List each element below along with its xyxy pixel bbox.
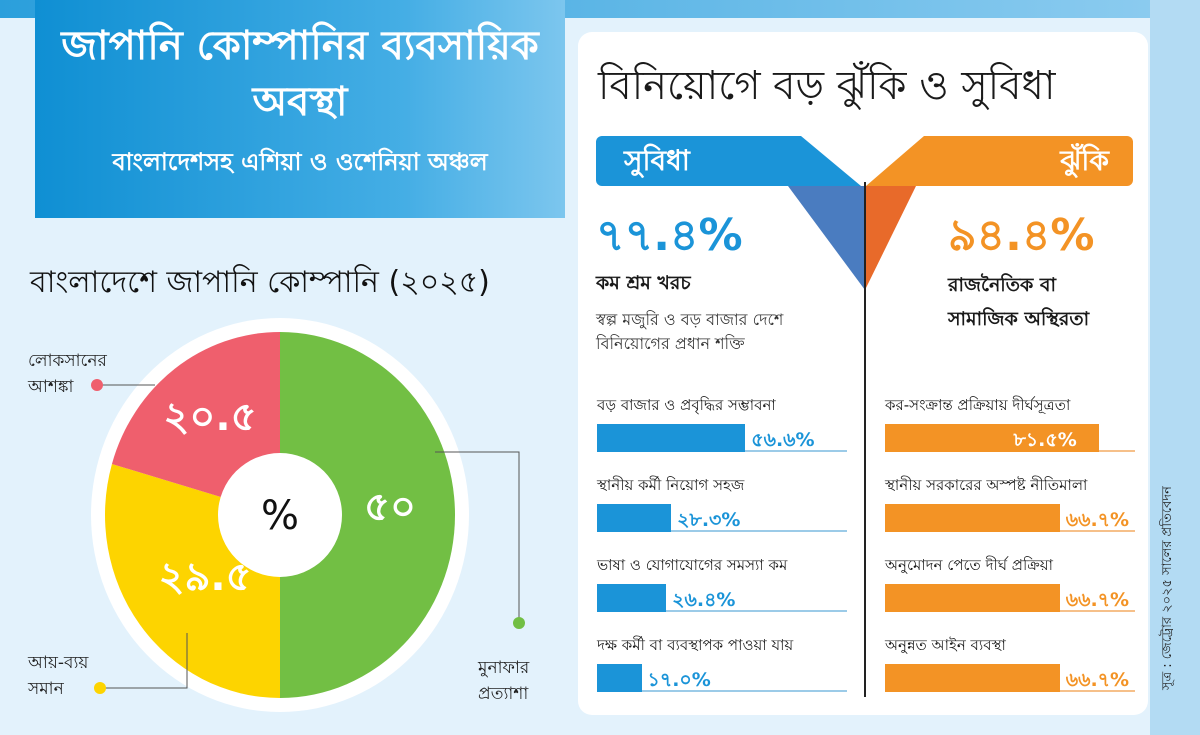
bar-value-label: ২৮.৩% [677,509,741,531]
bar-row: স্থানীয় কর্মী নিয়োগ সহজ ২৮.৩% [597,474,847,532]
title-banner: জাপানি কোম্পানির ব্যবসায়িক অবস্থা বাংলা… [35,0,565,218]
bar-value-label: ৬৬.৭% [1065,669,1130,691]
bar-value-label: ২৬.৪% [672,589,736,611]
benefit-headline-value: ৭৭.৪% [596,210,743,261]
bar-category-label: অনুমোদন পেতে দীর্ঘ প্রক্রিয়া [885,556,1053,574]
bar-track: ৬৬.৭% [885,504,1135,532]
bar-track: ৬৬.৭% [885,584,1135,612]
bar-fill [597,504,672,532]
bar-category-label: দক্ষ কর্মী বা ব্যবস্থাপক পাওয়া যায় [597,636,794,654]
bar-fill [597,584,667,612]
bar-track: ২৬.৪% [597,584,847,612]
center-divider [864,182,866,697]
source-note: সূত্র : জেট্রোর ২০২৫ সালের প্রতিবেদন [1160,486,1175,690]
bar-row: স্থানীয় সরকারের অস্পষ্ট নীতিমালা ৬৬.৭% [885,474,1135,532]
bar-value-label: ৫৬.৬% [751,429,815,451]
pie-center [218,453,342,577]
bar-track: ৮১.৫% [885,424,1135,452]
bar-value-label: ৬৬.৭% [1065,589,1130,611]
legend-dot-loss [91,379,103,391]
bar-row: কর-সংক্রান্ত প্রক্রিয়ায় দীর্ঘসূত্রতা ৮… [885,394,1135,452]
page-title: জাপানি কোম্পানির ব্যবসায়িক অবস্থা [61,23,539,125]
pie-label-breakeven: আয়-ব্যয় সমান [28,653,89,699]
bar-track: ৫৬.৬% [597,424,847,452]
leader-line-breakeven [100,633,188,689]
bar-track: ২৮.৩% [597,504,847,532]
pie-value-label: ৫০ [364,484,416,530]
bar-fill [885,424,1099,452]
leader-line-profit [435,451,520,620]
bar-row: বড় বাজার ও প্রবৃদ্ধির সম্ভাবনা ৫৬.৬% [597,394,847,452]
bar-row: ভাষা ও যোগাযোগের সমস্যা কম ২৬.৪% [597,554,847,612]
bar-fill [597,664,642,692]
donut-chart: ৫০ ২৯.৫ ২০.৫% [91,318,525,712]
pie-value-label: ২০.৫ [163,394,256,440]
risk-headline-value: ৯৪.৪% [948,210,1095,261]
legend-dot-profit [513,617,525,629]
page-subtitle: বাংলাদেশসহ এশিয়া ও ওশেনিয়া অঞ্চল [112,148,488,176]
risk-benefit-card: বিনিয়োগে বড় ঝুঁকি ও সুবিধা সুবিধা ঝুঁক… [578,32,1148,715]
bar-category-label: ভাষা ও যোগাযোগের সমস্যা কম [597,556,788,574]
pie-slice [280,332,455,698]
legend-dot-breakeven [94,682,106,694]
bar-row: অনুমোদন পেতে দীর্ঘ প্রক্রিয়া ৬৬.৭% [885,554,1135,612]
bar-value-label: ৬৬.৭% [1065,509,1130,531]
bar-value-label: ১৭.০% [647,669,711,691]
pie-value-label: ২৯.৫ [158,554,251,600]
pie-slice [111,332,280,515]
bar-category-label: স্থানীয় সরকারের অস্পষ্ট নীতিমালা [885,476,1088,494]
risk-headline-label: রাজনৈতিক বা সামাজিক অস্থিরতা [948,274,1090,330]
bar-category-label: অনুন্নত আইন ব্যবস্থা [885,636,1006,654]
bar-fill [885,664,1060,692]
bar-fill [885,584,1060,612]
bar-fill [885,504,1060,532]
bar-category-label: বড় বাজার ও প্রবৃদ্ধির সম্ভাবনা [597,396,776,414]
bar-fill [597,424,746,452]
funnel-graphic [788,186,916,290]
bar-value-label: ৮১.৫% [1013,429,1077,451]
bar-category-label: কর-সংক্রান্ত প্রক্রিয়ায় দীর্ঘসূত্রতা [885,396,1071,414]
pie-label-profit: মুনাফার প্রত্যাশা [478,658,530,704]
card-title: বিনিয়োগে বড় ঝুঁকি ও সুবিধা [598,63,1056,109]
bar-row: দক্ষ কর্মী বা ব্যবস্থাপক পাওয়া যায় ১৭.… [597,634,847,692]
benefit-headline-note: স্বল্প মজুরি ও বড় বাজার দেশে বিনিয়োগের… [596,310,784,353]
bar-track: ৬৬.৭% [885,664,1135,692]
side-stripe [1150,0,1200,735]
benefit-headline-label: কম শ্রম খরচ [596,272,691,294]
bar-track: ১৭.০% [597,664,847,692]
pie-title: বাংলাদেশে জাপানি কোম্পানি (২০২৫) [30,265,490,300]
bar-category-label: স্থানীয় কর্মী নিয়োগ সহজ [597,476,745,494]
bar-row: অনুন্নত আইন ব্যবস্থা ৬৬.৭% [885,634,1135,692]
pie-center-label: % [261,493,299,539]
pie-label-loss: লোকসানের আশঙ্কা [28,351,107,397]
